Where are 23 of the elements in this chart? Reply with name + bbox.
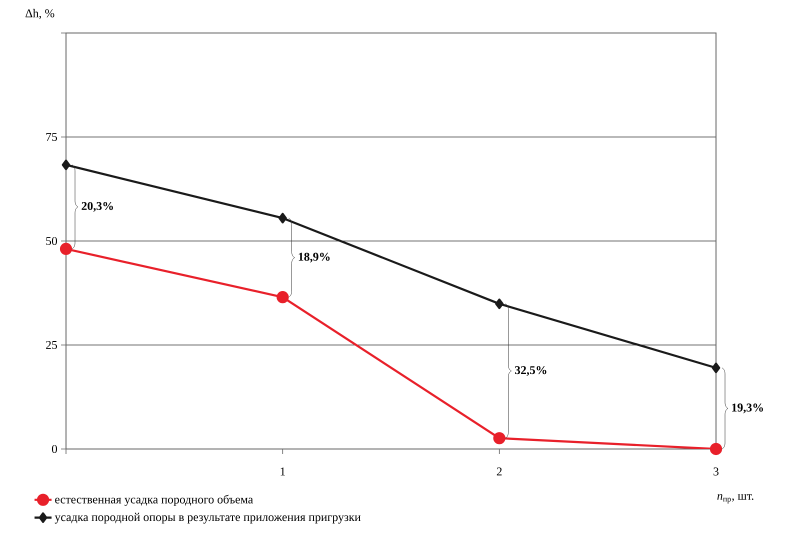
x-tick-label: 3 <box>714 467 719 476</box>
point <box>276 291 289 304</box>
text: 19,3% <box>732 404 763 414</box>
legend-label: усадка породной опоры в результате приложения пригрузки <box>54 512 361 524</box>
point <box>493 432 506 444</box>
point <box>710 442 722 456</box>
x-tick-label: 1 <box>280 468 285 476</box>
point <box>495 298 504 310</box>
x-axis-title: n$_{пр}$, шт. <box>717 494 754 504</box>
annotation: 32,5% <box>514 366 546 376</box>
point <box>62 160 70 170</box>
y-axis-title: Δh, % <box>26 8 54 20</box>
annotation: 18,9% <box>298 252 330 263</box>
y-tick-label: 50 <box>46 236 58 246</box>
point <box>712 362 720 374</box>
y-tick-label: 0 <box>52 444 58 454</box>
point <box>60 242 72 255</box>
point <box>278 212 287 224</box>
y-tick-label: 75 <box>46 133 58 141</box>
x-tick-label: 2 <box>496 467 502 476</box>
annotation: 20,3% <box>82 202 113 212</box>
legend-label: естественная усадка породного объема <box>55 494 254 506</box>
y-tick-label: 25 <box>46 340 58 349</box>
